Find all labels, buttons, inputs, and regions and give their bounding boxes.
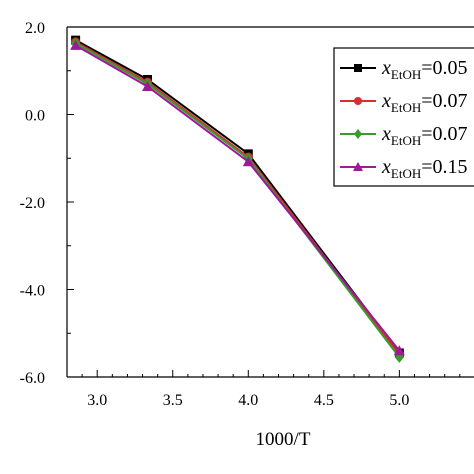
x-axis-title: 1000/T — [256, 429, 311, 450]
legend-entry: xEtOH=0.07 — [381, 123, 468, 148]
x-tick-label: 4.0 — [238, 392, 258, 409]
y-tick-label: 0.0 — [25, 108, 45, 125]
legend-marker — [354, 129, 362, 139]
legend-marker — [354, 97, 362, 105]
legend-entry: xEtOH=0.05 — [381, 57, 468, 82]
data-point — [242, 156, 254, 167]
data-point — [70, 39, 82, 50]
legend-marker — [354, 64, 362, 72]
legend-entry: xEtOH=0.15 — [381, 156, 468, 181]
data-point — [393, 345, 405, 356]
y-tick-label: -2.0 — [20, 195, 45, 212]
legend-entry: xEtOH=0.07 — [381, 90, 468, 115]
x-tick-label: 3.0 — [87, 392, 107, 409]
series-line-2 — [75, 42, 401, 358]
y-tick-label: 2.0 — [25, 20, 45, 37]
series-line-3 — [75, 44, 401, 352]
x-tick-label: 5.0 — [389, 392, 409, 409]
x-tick-label: 3.5 — [163, 392, 183, 409]
series-line-0 — [75, 39, 401, 354]
y-tick-label: -4.0 — [20, 283, 45, 300]
x-tick-label: 4.5 — [314, 392, 334, 409]
y-tick-label: -6.0 — [20, 370, 45, 387]
data-point — [142, 81, 154, 91]
legend-marker — [353, 162, 363, 171]
